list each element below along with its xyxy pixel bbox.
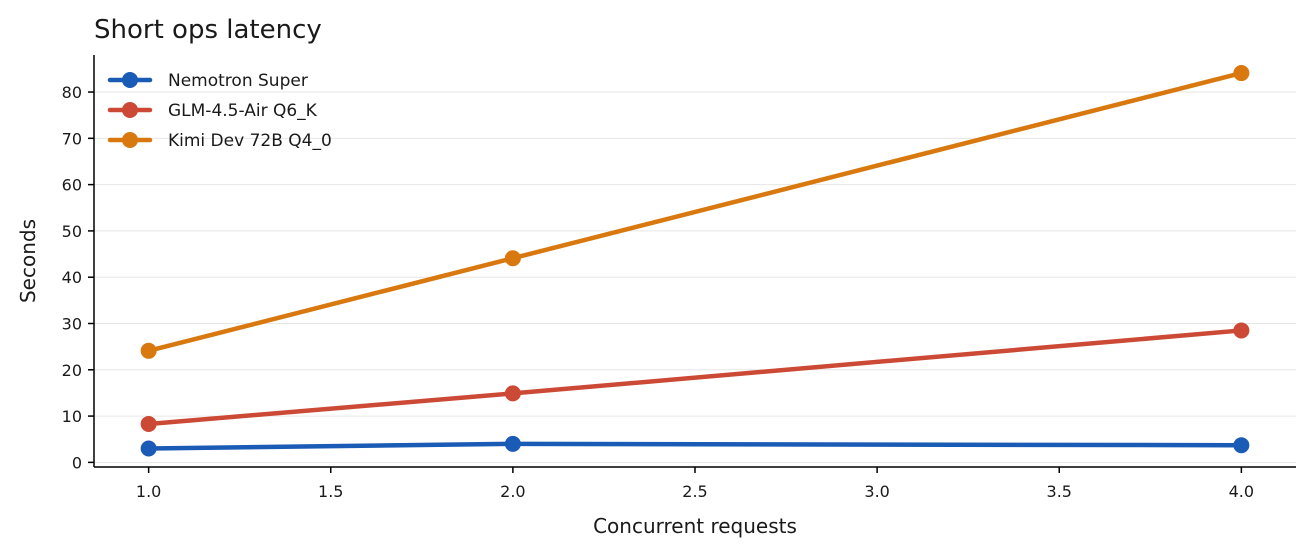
x-tick-label: 3.5 [1047, 482, 1072, 501]
series-3 [140, 65, 1250, 359]
legend: Nemotron Super GLM-4.5-Air Q6_K Kimi Dev 7… [107, 71, 332, 151]
x-tick-label: 3.0 [864, 482, 889, 501]
y-tick-label: 70 [62, 129, 82, 148]
y-tick-label: 60 [62, 176, 82, 195]
data-point [1233, 437, 1250, 454]
y-tick-label: 50 [62, 222, 82, 241]
legend-item: Kimi Dev 72B Q4_0 [107, 131, 332, 151]
x-tick-label: 1.0 [136, 482, 161, 501]
x-tick-label: 2.0 [500, 482, 525, 501]
series-1 [140, 435, 1250, 457]
series-line [146, 441, 1244, 451]
x-tick-label: 4.0 [1229, 482, 1254, 501]
y-tick-label: 80 [62, 83, 82, 102]
legend-marker [122, 72, 138, 88]
data-point [140, 415, 157, 432]
legend-label: GLM-4.5-Air Q6_K [168, 101, 318, 121]
series-2 [140, 322, 1250, 432]
legend-label: Nemotron Super [168, 71, 308, 91]
legend-item: Nemotron Super [107, 71, 308, 91]
x-ticks: 1.0 1.5 2.0 2.5 3.0 3.5 4.0 [136, 467, 1254, 501]
y-tick-label: 10 [62, 407, 82, 426]
x-tick-label: 1.5 [318, 482, 343, 501]
data-point [140, 342, 157, 359]
data-point [1233, 65, 1250, 82]
series-line [146, 328, 1244, 427]
legend-marker [122, 132, 138, 148]
data-point [1233, 322, 1250, 339]
gridlines [94, 91, 1296, 463]
y-axis-label: Seconds [16, 219, 40, 303]
x-axis-label: Concurrent requests [593, 514, 797, 538]
chart-title: Short ops latency [94, 15, 322, 45]
y-tick-label: 30 [62, 314, 82, 333]
legend-item: GLM-4.5-Air Q6_K [107, 101, 318, 121]
data-point [504, 250, 521, 267]
data-point [504, 385, 521, 402]
legend-label: Kimi Dev 72B Q4_0 [168, 131, 332, 151]
legend-marker [122, 102, 138, 118]
x-tick-label: 2.5 [682, 482, 707, 501]
y-tick-label: 40 [62, 268, 82, 287]
y-ticks: 0 10 20 30 40 50 60 70 80 [62, 83, 94, 472]
data-point [140, 440, 157, 457]
y-tick-label: 20 [62, 361, 82, 380]
series-group [140, 65, 1250, 457]
y-tick-label: 0 [72, 453, 82, 472]
data-point [504, 435, 521, 452]
